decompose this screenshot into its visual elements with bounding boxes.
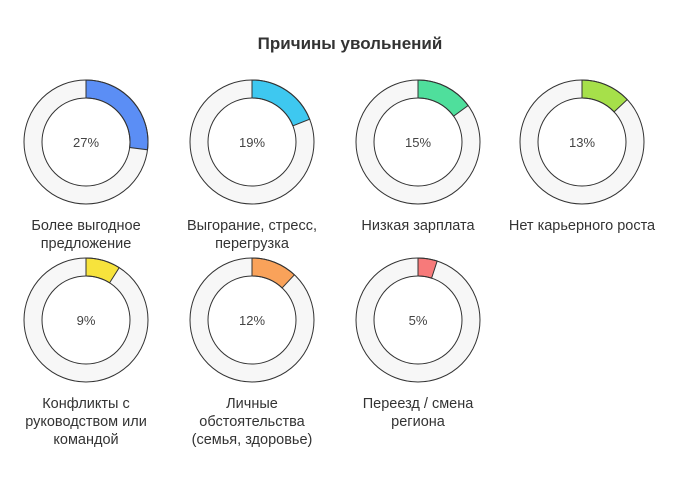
donut-item: 12% Личные обстоятельства (семья, здоровье) <box>169 255 335 449</box>
donut-item: 5% Переезд / смена региона <box>335 255 501 431</box>
donut-item: 27% Более выгодное предложение <box>3 77 169 253</box>
donut-chart: 27% <box>23 79 149 205</box>
category-label-line: Более выгодное <box>31 218 141 234</box>
donut-outline <box>23 79 149 205</box>
percent-label: 12% <box>239 313 265 328</box>
chart-title: Причины увольнений <box>257 34 443 53</box>
donut-outline <box>373 275 463 365</box>
category-label-line: обстоятельства <box>199 414 305 430</box>
category-label-line: перегрузка <box>215 236 289 252</box>
donut-outline <box>207 275 297 365</box>
percent-label: 9% <box>77 313 96 328</box>
category-label: Более выгодное предложение <box>3 217 169 253</box>
category-label: Выгорание, стресс, перегрузка <box>169 217 335 253</box>
donut-chart: 12% <box>189 257 315 383</box>
donut-outline <box>355 79 481 205</box>
donut-outline <box>23 257 149 383</box>
donut-outline <box>41 275 131 365</box>
category-label-line: Нет карьерного роста <box>508 218 656 234</box>
percent-label: 19% <box>239 135 265 150</box>
donut-chart: 19% <box>189 79 315 205</box>
donut-outline <box>207 97 297 187</box>
donut-outline <box>189 257 315 383</box>
category-label-line: Переезд / смена <box>362 396 474 412</box>
category-label-line: командой <box>53 432 119 448</box>
donut-outline <box>373 97 463 187</box>
category-label-line: Конфликты с <box>42 396 130 412</box>
donut-outline <box>519 79 645 205</box>
category-label-line: Личные <box>226 396 278 412</box>
donut-item: 9% Конфликты с руководством или командой <box>3 255 169 449</box>
donut-outline <box>41 97 131 187</box>
category-label: Нет карьерного роста <box>499 217 665 235</box>
category-label-line: предложение <box>40 236 132 252</box>
donut-chart: 13% <box>519 79 645 205</box>
category-label-line: региона <box>391 414 445 430</box>
donut-chart: 15% <box>355 79 481 205</box>
donut-item: 19% Выгорание, стресс, перегрузка <box>169 77 335 253</box>
category-label-line: Низкая зарплата <box>361 218 475 234</box>
donut-outline <box>189 79 315 205</box>
percent-label: 27% <box>73 135 99 150</box>
category-label: Конфликты с руководством или командой <box>3 395 169 449</box>
donut-item: 13% Нет карьерного роста <box>499 77 665 235</box>
donut-outline <box>537 97 627 187</box>
category-label: Переезд / смена региона <box>335 395 501 431</box>
category-label-line: Выгорание, стресс, <box>186 218 318 234</box>
donut-item: 15% Низкая зарплата <box>335 77 501 235</box>
category-label: Личные обстоятельства (семья, здоровье) <box>169 395 335 449</box>
category-label-line: руководством или <box>25 414 147 430</box>
category-label-line: (семья, здоровье) <box>191 432 313 448</box>
donut-outline <box>355 257 481 383</box>
donut-chart: 5% <box>355 257 481 383</box>
percent-label: 15% <box>405 135 431 150</box>
percent-label: 5% <box>409 313 428 328</box>
donut-chart: 9% <box>23 257 149 383</box>
percent-label: 13% <box>569 135 595 150</box>
category-label: Низкая зарплата <box>335 217 501 235</box>
